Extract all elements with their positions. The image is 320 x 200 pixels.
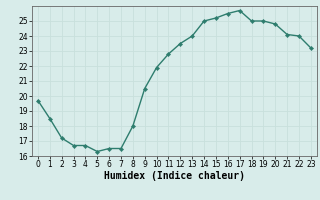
X-axis label: Humidex (Indice chaleur): Humidex (Indice chaleur) (104, 171, 245, 181)
